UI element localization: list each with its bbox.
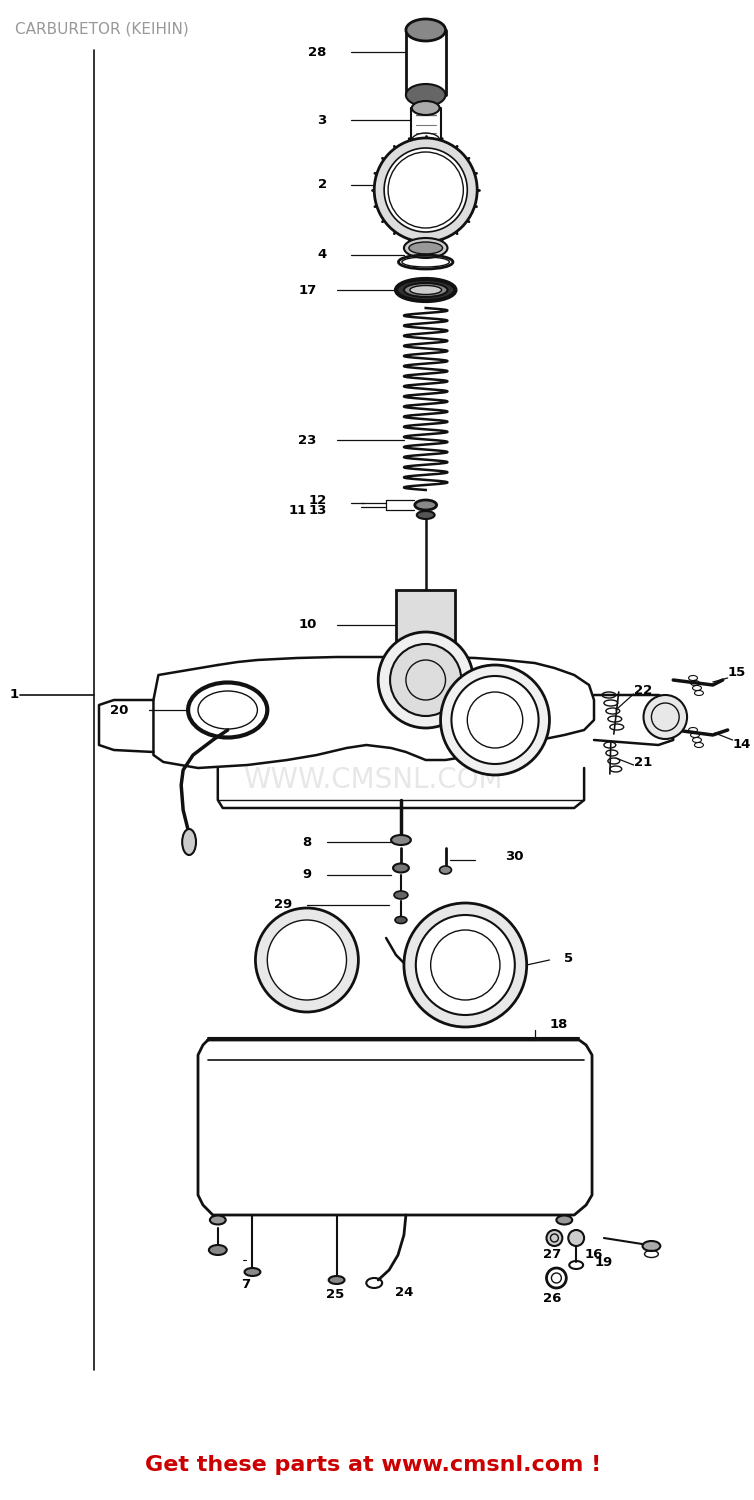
Text: 9: 9 — [303, 868, 312, 882]
Text: 29: 29 — [274, 898, 292, 912]
Text: 25: 25 — [326, 1288, 344, 1302]
Ellipse shape — [406, 20, 446, 40]
Ellipse shape — [244, 1268, 260, 1276]
Text: Get these parts at www.cmsnl.com !: Get these parts at www.cmsnl.com ! — [145, 1455, 602, 1474]
Ellipse shape — [417, 512, 434, 519]
Text: 22: 22 — [633, 684, 652, 696]
Circle shape — [374, 138, 477, 242]
Text: 4: 4 — [317, 249, 326, 261]
Circle shape — [268, 920, 347, 1001]
Ellipse shape — [210, 1215, 225, 1224]
Text: 13: 13 — [308, 504, 326, 516]
Text: 3: 3 — [317, 114, 326, 126]
Text: 16: 16 — [584, 1248, 602, 1262]
Text: 1: 1 — [10, 688, 19, 702]
Circle shape — [643, 694, 687, 740]
Text: 14: 14 — [733, 738, 751, 752]
Text: 8: 8 — [302, 836, 312, 849]
Bar — [396, 590, 455, 660]
Text: 26: 26 — [543, 1292, 562, 1305]
Ellipse shape — [409, 242, 443, 254]
Ellipse shape — [209, 1245, 227, 1256]
Text: 15: 15 — [728, 666, 746, 678]
Circle shape — [440, 664, 550, 776]
Circle shape — [404, 903, 527, 1028]
Ellipse shape — [404, 238, 447, 258]
Text: 24: 24 — [395, 1286, 413, 1299]
Text: 12: 12 — [308, 494, 326, 507]
Circle shape — [256, 908, 358, 1013]
Ellipse shape — [329, 1276, 345, 1284]
Ellipse shape — [406, 84, 446, 106]
Text: 2: 2 — [317, 178, 326, 192]
Text: 19: 19 — [595, 1256, 613, 1269]
Text: 11: 11 — [289, 504, 307, 516]
Ellipse shape — [412, 100, 440, 116]
Text: 21: 21 — [633, 756, 652, 768]
Ellipse shape — [440, 865, 452, 874]
Ellipse shape — [393, 864, 409, 873]
Circle shape — [390, 644, 461, 716]
Circle shape — [452, 676, 538, 764]
Circle shape — [384, 148, 467, 232]
Text: 17: 17 — [299, 284, 317, 297]
Ellipse shape — [395, 916, 407, 924]
Ellipse shape — [642, 1240, 661, 1251]
Ellipse shape — [556, 1215, 572, 1224]
Circle shape — [379, 632, 474, 728]
Circle shape — [569, 1230, 584, 1246]
Text: 28: 28 — [308, 45, 326, 58]
Text: 7: 7 — [241, 1278, 250, 1292]
Text: WWW.CMSNL.COM: WWW.CMSNL.COM — [244, 766, 503, 794]
Ellipse shape — [394, 891, 408, 898]
Text: 20: 20 — [110, 704, 129, 717]
Ellipse shape — [396, 279, 455, 302]
Ellipse shape — [391, 836, 411, 844]
Circle shape — [547, 1230, 562, 1246]
Text: 27: 27 — [544, 1248, 562, 1262]
Ellipse shape — [410, 285, 442, 294]
Circle shape — [415, 915, 515, 1016]
Text: 23: 23 — [299, 433, 317, 447]
Ellipse shape — [182, 830, 196, 855]
Text: CARBURETOR (KEIHIN): CARBURETOR (KEIHIN) — [15, 22, 189, 38]
Ellipse shape — [415, 500, 437, 510]
Text: 18: 18 — [550, 1019, 568, 1032]
Text: 30: 30 — [505, 849, 523, 862]
Text: 5: 5 — [564, 951, 574, 964]
Ellipse shape — [404, 284, 447, 297]
Text: 10: 10 — [299, 618, 317, 632]
